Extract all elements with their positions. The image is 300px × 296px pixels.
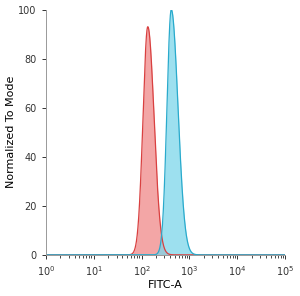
Y-axis label: Normalized To Mode: Normalized To Mode xyxy=(6,76,16,188)
X-axis label: FITC-A: FITC-A xyxy=(148,280,183,290)
